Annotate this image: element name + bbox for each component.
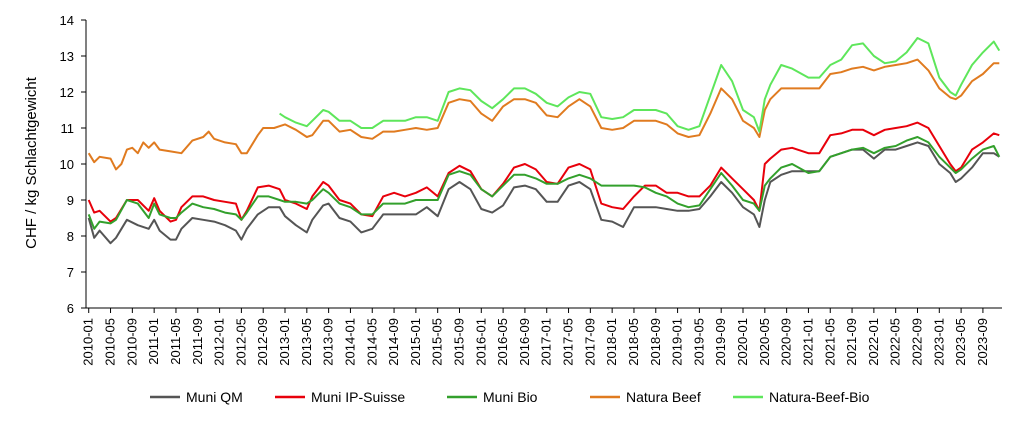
- y-tick-label: 12: [60, 85, 74, 100]
- x-tick-label: 2017-09: [582, 318, 597, 366]
- x-tick-label: 2010-01: [81, 318, 96, 366]
- x-tick-label: 2018-01: [604, 318, 619, 366]
- x-tick-label: 2012-05: [233, 318, 248, 366]
- x-tick-label: 2015-09: [451, 318, 466, 366]
- x-tick-label: 2018-09: [648, 318, 663, 366]
- x-tick-label: 2013-05: [299, 318, 314, 366]
- x-tick-label: 2012-09: [255, 318, 270, 366]
- x-tick-label: 2019-01: [670, 318, 685, 366]
- x-tick-label: 2011-01: [146, 318, 161, 365]
- x-tick-label: 2013-09: [321, 318, 336, 366]
- x-tick-label: 2020-05: [757, 318, 772, 366]
- y-tick-label: 13: [60, 49, 74, 64]
- y-tick-label: 9: [67, 193, 74, 208]
- x-tick-label: 2016-01: [473, 318, 488, 366]
- x-tick-label: 2019-09: [713, 318, 728, 366]
- x-tick-label: 2015-05: [430, 318, 445, 366]
- x-tick-label: 2018-05: [626, 318, 641, 366]
- x-tick-label: 2011-05: [168, 318, 183, 365]
- x-tick-label: 2011-09: [190, 318, 205, 365]
- legend-item: Muni Bio: [447, 389, 538, 405]
- series-lines: [87, 37, 1001, 245]
- y-tick-label: 14: [60, 13, 74, 28]
- legend-item: Natura Beef: [590, 389, 701, 405]
- axes: 6 7 8 9 10 11 12 13 14 2010-01 2010-05 2010-09 2011-…: [60, 13, 1002, 366]
- legend-label: Natura-Beef-Bio: [769, 389, 870, 405]
- x-tick-label: 2010-09: [124, 318, 139, 366]
- x-tick-label: 2017-01: [539, 318, 554, 366]
- x-tick-label: 2014-09: [386, 318, 401, 366]
- x-tick-label: 2010-05: [103, 318, 118, 366]
- y-axis-title: CHF / kg Schlachtgewicht: [23, 76, 40, 249]
- y-tick-label: 8: [67, 229, 74, 244]
- legend-label: Muni IP-Suisse: [311, 389, 405, 405]
- series-line-muni-bio: [87, 136, 1001, 230]
- series-line-muni-qm: [87, 141, 1000, 245]
- y-tick-label: 7: [67, 265, 74, 280]
- x-tick-label: 2023-05: [953, 318, 968, 366]
- legend-item: Natura-Beef-Bio: [733, 389, 870, 405]
- x-tick-label: 2023-01: [931, 318, 946, 366]
- legend-label: Muni Bio: [483, 389, 538, 405]
- series-line-muni-ip-suisse: [87, 121, 1000, 223]
- x-tick-label: 2022-09: [909, 318, 924, 366]
- x-tick-label: 2020-09: [779, 318, 794, 366]
- x-tick-label: 2022-01: [866, 318, 881, 366]
- x-tick-label: 2017-05: [561, 318, 576, 366]
- x-tick-label: 2022-05: [888, 318, 903, 366]
- x-tick-label: 2021-05: [822, 318, 837, 366]
- legend: Muni QM Muni IP-Suisse Muni Bio Natura Beef…: [150, 389, 870, 405]
- series-line-natura-beef: [87, 58, 1000, 171]
- x-tick-label: 2014-05: [364, 318, 379, 366]
- x-tick-label: 2012-01: [212, 318, 227, 366]
- series-line-natura-beef-bio: [279, 37, 1001, 133]
- x-tick-label: 2020-01: [735, 318, 750, 366]
- legend-label: Natura Beef: [626, 389, 701, 405]
- x-tick-label: 2015-01: [408, 318, 423, 366]
- y-tick-label: 6: [67, 301, 74, 316]
- x-tick-label: 2016-05: [495, 318, 510, 366]
- x-tick-label: 2021-09: [844, 318, 859, 366]
- x-tick-label: 2023-09: [975, 318, 990, 366]
- x-tick-label: 2019-05: [691, 318, 706, 366]
- y-tick-label: 11: [61, 121, 75, 136]
- x-tick-label: 2021-01: [800, 318, 815, 366]
- x-tick-label: 2013-01: [277, 318, 292, 366]
- x-tick-label: 2016-09: [517, 318, 532, 366]
- legend-item: Muni QM: [150, 389, 243, 405]
- legend-item: Muni IP-Suisse: [275, 389, 405, 405]
- y-tick-label: 10: [60, 157, 74, 172]
- x-tick-label: 2014-01: [342, 318, 357, 366]
- legend-label: Muni QM: [186, 389, 243, 405]
